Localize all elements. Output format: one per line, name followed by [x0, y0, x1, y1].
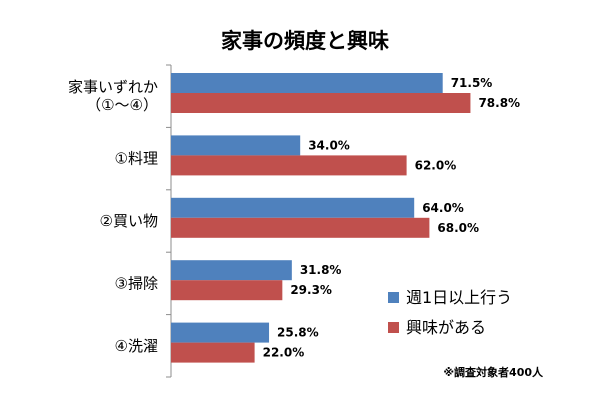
category-label: 家事いずれか（①～④）: [68, 78, 158, 114]
value-label: 62.0%: [415, 158, 457, 172]
bar-weekly-1: [171, 135, 301, 156]
value-label: 29.3%: [290, 283, 332, 297]
category-label: ③掃除: [115, 274, 158, 292]
bar-weekly-4: [171, 322, 270, 343]
bar-weekly-3: [171, 260, 292, 281]
chart-note: ※調査対象者400人: [443, 365, 544, 379]
category-label: ④洗濯: [115, 337, 158, 355]
chart-title: 家事の頻度と興味: [221, 29, 389, 53]
bar-interest-0: [171, 93, 471, 113]
bar-weekly-0: [171, 73, 443, 93]
category-label: ②買い物: [100, 212, 158, 230]
legend-label: 週1日以上行う: [406, 288, 512, 307]
value-label: 25.8%: [277, 326, 319, 340]
bar-weekly-2: [171, 197, 415, 218]
value-label: 68.0%: [437, 221, 479, 235]
legend-swatch: [388, 322, 399, 333]
bar-interest-4: [171, 342, 255, 363]
bar-interest-2: [171, 217, 430, 238]
value-label: 64.0%: [422, 201, 464, 215]
value-label: 34.0%: [308, 138, 350, 152]
bar-interest-1: [171, 155, 407, 176]
category-label: ①料理: [115, 150, 158, 168]
value-label: 31.8%: [300, 263, 342, 277]
value-label: 22.0%: [263, 346, 305, 360]
legend-label: 興味がある: [406, 318, 486, 337]
bar-interest-3: [171, 280, 283, 301]
legend-swatch: [388, 292, 399, 303]
value-label: 71.5%: [451, 76, 493, 90]
value-label: 78.8%: [478, 96, 520, 110]
